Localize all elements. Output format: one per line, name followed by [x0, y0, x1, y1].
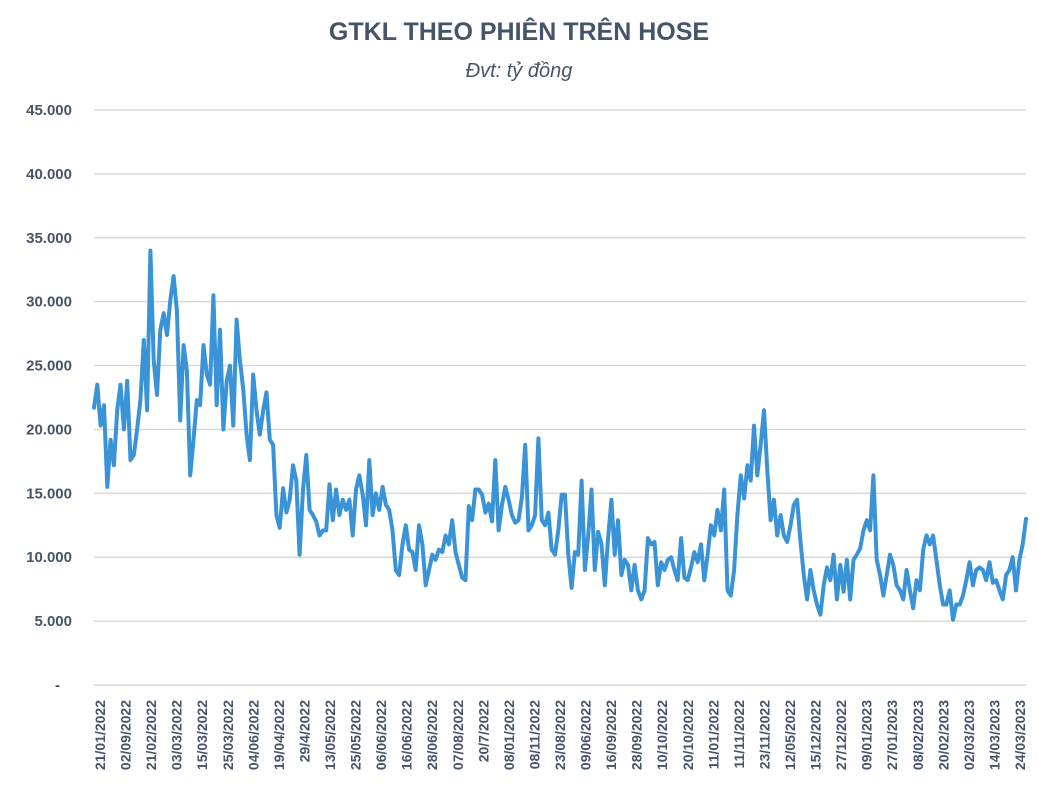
x-tick-label: 19/04/2022: [271, 700, 287, 770]
x-tick-label: 02/09/2022: [118, 700, 134, 770]
y-tick-label: 40.000: [26, 166, 72, 183]
x-tick-label: 08/02/2023: [910, 700, 926, 770]
chart-subtitle: Đvt: tỷ đồng: [465, 60, 573, 82]
y-tick-label: 15.000: [26, 485, 72, 502]
x-tick-label: 12/05/2022: [782, 700, 798, 770]
x-tick-label: 15/12/2022: [808, 700, 824, 770]
chart-title: GTKL THEO PHIÊN TRÊN HOSE: [328, 18, 710, 46]
x-tick-label: 28/06/2022: [424, 700, 440, 770]
x-tick-label: 13/05/2022: [322, 700, 338, 770]
x-tick-label: 20/7/2022: [475, 700, 491, 762]
y-axis-labels: - 5.000 10.000 15.000 20.000 25.000 30.000 35.0…: [26, 102, 72, 694]
x-tick-label: 11/01/2022: [705, 700, 721, 770]
x-axis-labels: 21/01/2022 02/09/2022 21/02/2022 03/03/2022…: [92, 700, 1028, 770]
x-tick-label: 10/10/2022: [654, 700, 670, 770]
x-tick-label: 21/02/2022: [143, 700, 159, 770]
x-tick-label: 07/08/2022: [450, 700, 466, 770]
x-tick-label: 03/03/2022: [169, 700, 185, 770]
x-tick-label: 16/06/2022: [399, 700, 415, 770]
x-tick-label: 23/11/2022: [756, 700, 772, 770]
x-tick-label: 25/05/2022: [348, 700, 364, 770]
series-line-gtkl: [92, 248, 1028, 622]
x-tick-label: 25/03/2022: [220, 700, 236, 770]
y-tick-label: 35.000: [26, 230, 72, 247]
x-tick-label: 06/06/2022: [373, 700, 389, 770]
y-tick-label: 5.000: [34, 613, 72, 630]
x-tick-label: 27/12/2022: [833, 700, 849, 770]
x-tick-label: 27/01/2023: [884, 700, 900, 770]
series-lines: [92, 248, 1028, 622]
y-tick-label: 30.000: [26, 294, 72, 311]
x-tick-label: 11/11/2022: [731, 700, 747, 769]
x-tick-label: 04/06/2022: [245, 700, 261, 770]
x-tick-label: 21/01/2022: [92, 700, 108, 770]
x-tick-label: 09/01/2023: [859, 700, 875, 770]
y-tick-label: 45.000: [26, 102, 72, 119]
y-tick-label: 10.000: [26, 549, 72, 566]
x-tick-label: 20/10/2022: [680, 700, 696, 770]
x-tick-label: 23/08/2022: [552, 700, 568, 770]
x-tick-label: 08/11/2022: [526, 700, 542, 770]
x-tick-label: 15/03/2022: [194, 700, 210, 770]
x-tick-label: 14/03/2023: [986, 700, 1002, 770]
x-tick-label: 09/06/2022: [578, 700, 594, 770]
x-tick-label: 20/02/2023: [935, 700, 951, 770]
gridlines: [94, 109, 1026, 686]
y-tick-label: 20.000: [26, 421, 72, 438]
x-tick-label: 24/03/2023: [1012, 700, 1028, 770]
x-tick-label: 29/4/2022: [296, 700, 312, 762]
y-tick-label: -: [55, 677, 60, 694]
x-tick-label: 08/01/2022: [501, 700, 517, 770]
x-tick-label: 02/03/2023: [961, 700, 977, 770]
x-tick-label: 16/09/2022: [603, 700, 619, 770]
x-tick-label: 28/09/2022: [629, 700, 645, 770]
y-tick-label: 25.000: [26, 358, 72, 375]
